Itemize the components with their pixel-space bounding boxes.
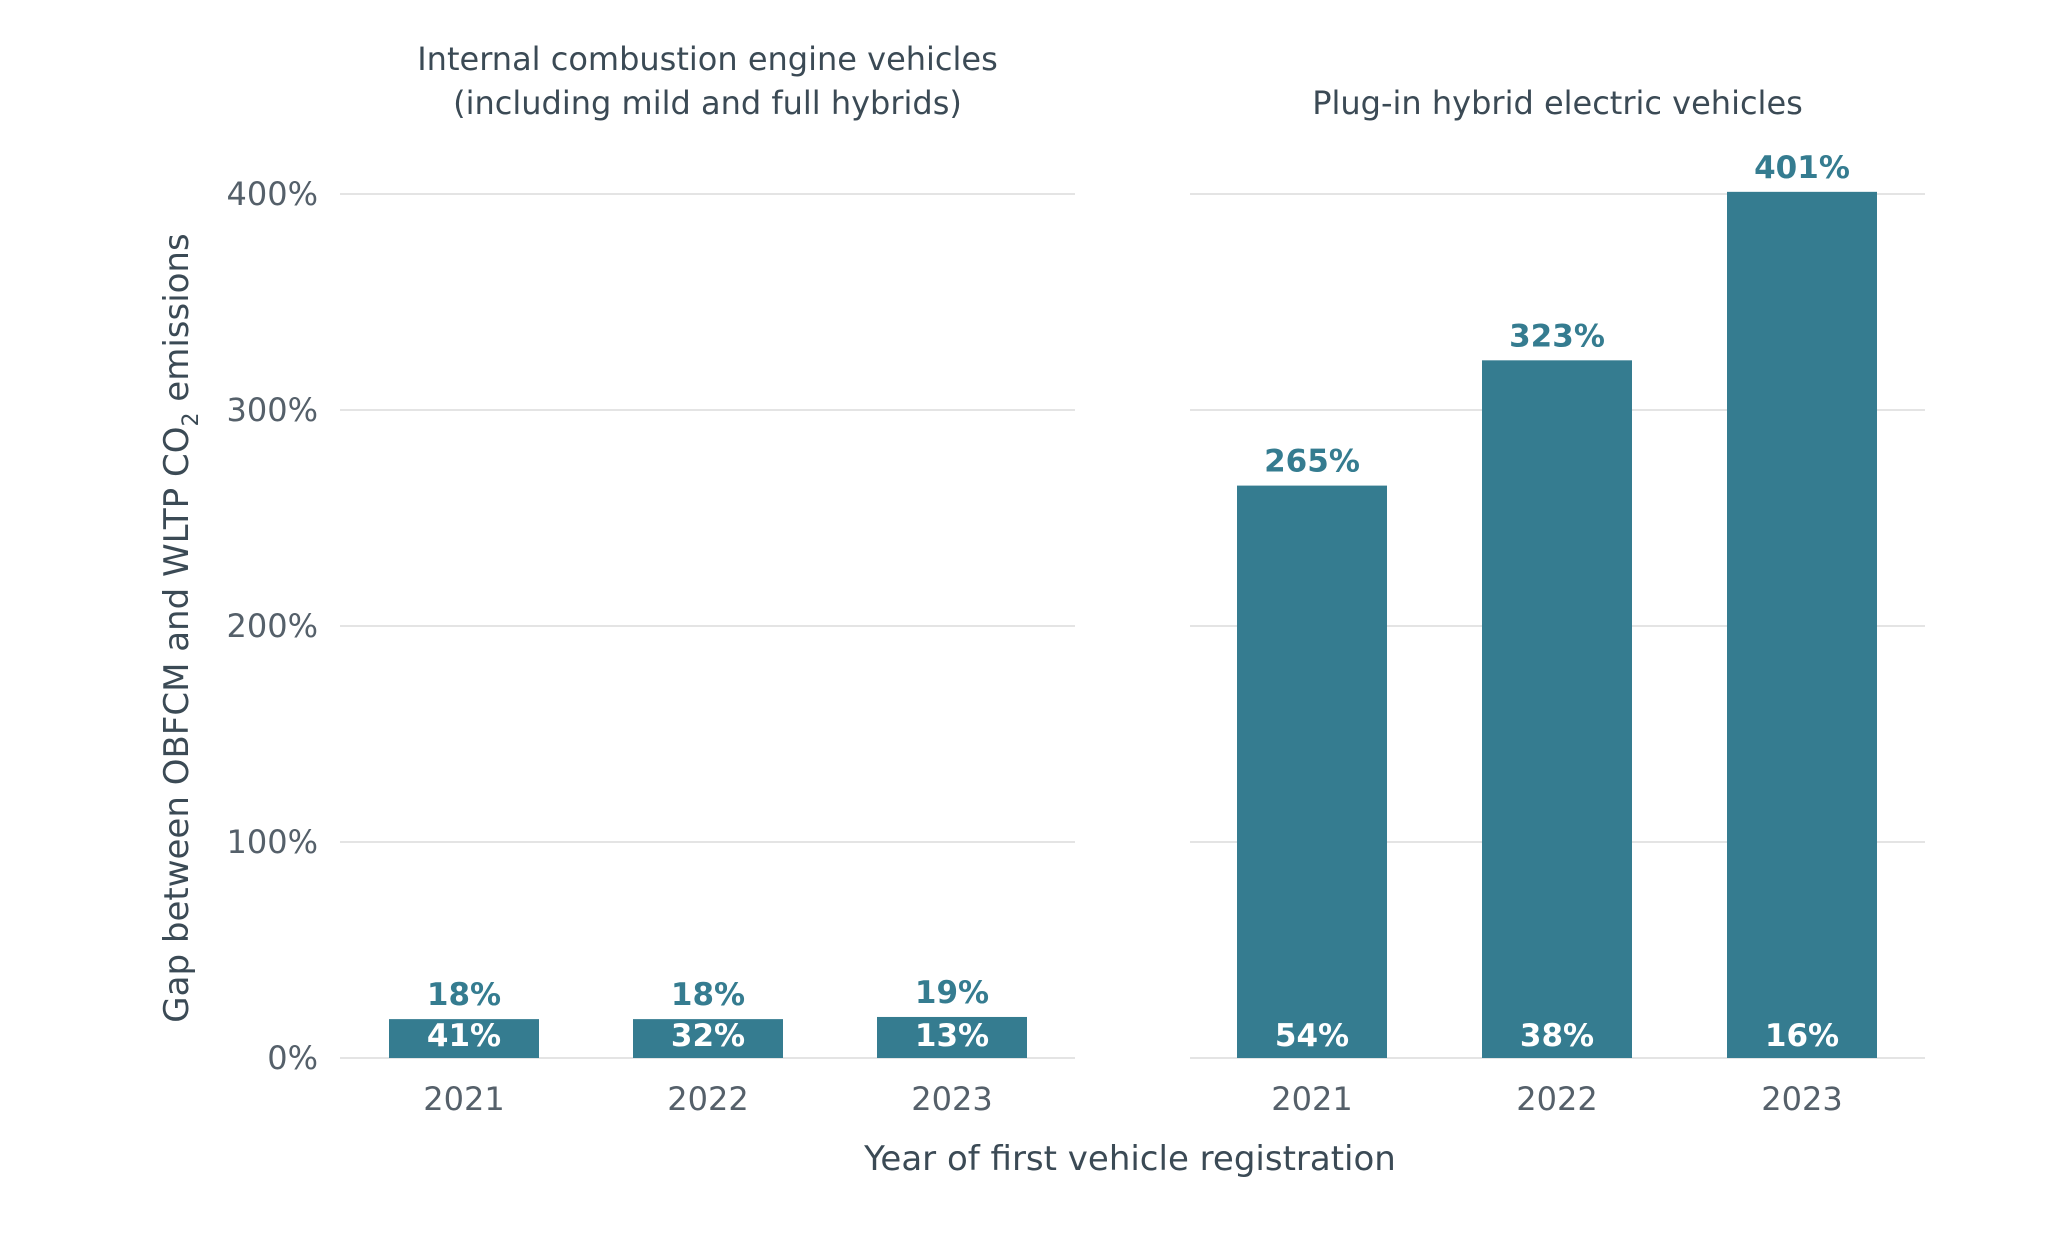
y-axis-label-main: Gap between OBFCM and WLTP CO <box>157 427 197 1023</box>
bar-0-2023 <box>877 1016 1027 1058</box>
x-tick-label: 2022 <box>1516 1080 1597 1118</box>
bar-1-2021 <box>1237 485 1387 1059</box>
panel-title-0-line-0: Internal combustion engine vehicles <box>417 40 998 78</box>
panel-titles: Internal combustion engine vehicles (incl… <box>417 40 1803 122</box>
x-tick-label: 2023 <box>911 1080 992 1118</box>
share-label: 38% <box>1520 1018 1594 1054</box>
bar-0-2021 <box>389 1019 539 1058</box>
bar-1-2022 <box>1482 360 1632 1058</box>
panel-title-0-line-1: (including mild and full hybrids) <box>453 84 962 122</box>
y-tick-label: 100% <box>227 823 318 861</box>
value-label: 323% <box>1509 318 1605 354</box>
share-label: 54% <box>1275 1018 1349 1054</box>
x-tick-label: 2021 <box>423 1080 504 1118</box>
x-axis-label: Year of first vehicle registration <box>863 1139 1396 1179</box>
bars <box>389 191 1877 1059</box>
y-tick-label: 0% <box>267 1039 318 1077</box>
value-label: 18% <box>671 977 745 1013</box>
x-tick-label: 2023 <box>1761 1080 1842 1118</box>
y-tick-label: 300% <box>227 391 318 429</box>
x-tick-label: 2021 <box>1271 1080 1352 1118</box>
share-label: 32% <box>671 1018 745 1054</box>
share-label: 13% <box>915 1018 989 1054</box>
y-tick-label: 200% <box>227 607 318 645</box>
x-tick-label: 2022 <box>667 1080 748 1118</box>
y-tick-label: 400% <box>227 175 318 213</box>
y-axis-label-end: emissions <box>157 233 197 412</box>
share-label: 41% <box>427 1018 501 1054</box>
value-label: 401% <box>1754 150 1850 186</box>
gridlines <box>340 193 1925 1059</box>
value-label: 19% <box>915 975 989 1011</box>
x-axis-ticks: 2021 2022 2023 2021 2022 2023 <box>423 1080 1842 1118</box>
share-label: 16% <box>1765 1018 1839 1054</box>
y-axis-label: Gap between OBFCM and WLTP CO2 emissions <box>157 233 204 1022</box>
y-axis-label-subscript: 2 <box>179 413 204 427</box>
y-axis-ticks: 0% 100% 200% 300% 400% <box>227 175 318 1077</box>
value-label: 18% <box>427 977 501 1013</box>
bar-0-2022 <box>633 1019 783 1058</box>
panel-title-1-line-0: Plug-in hybrid electric vehicles <box>1312 84 1803 122</box>
bar-1-2023 <box>1727 191 1877 1059</box>
data-labels: 18% 41% 18% 32% 19% 13% 265% 54% 323% 38% 401% 16% <box>427 150 1850 1054</box>
value-label: 265% <box>1264 444 1360 480</box>
